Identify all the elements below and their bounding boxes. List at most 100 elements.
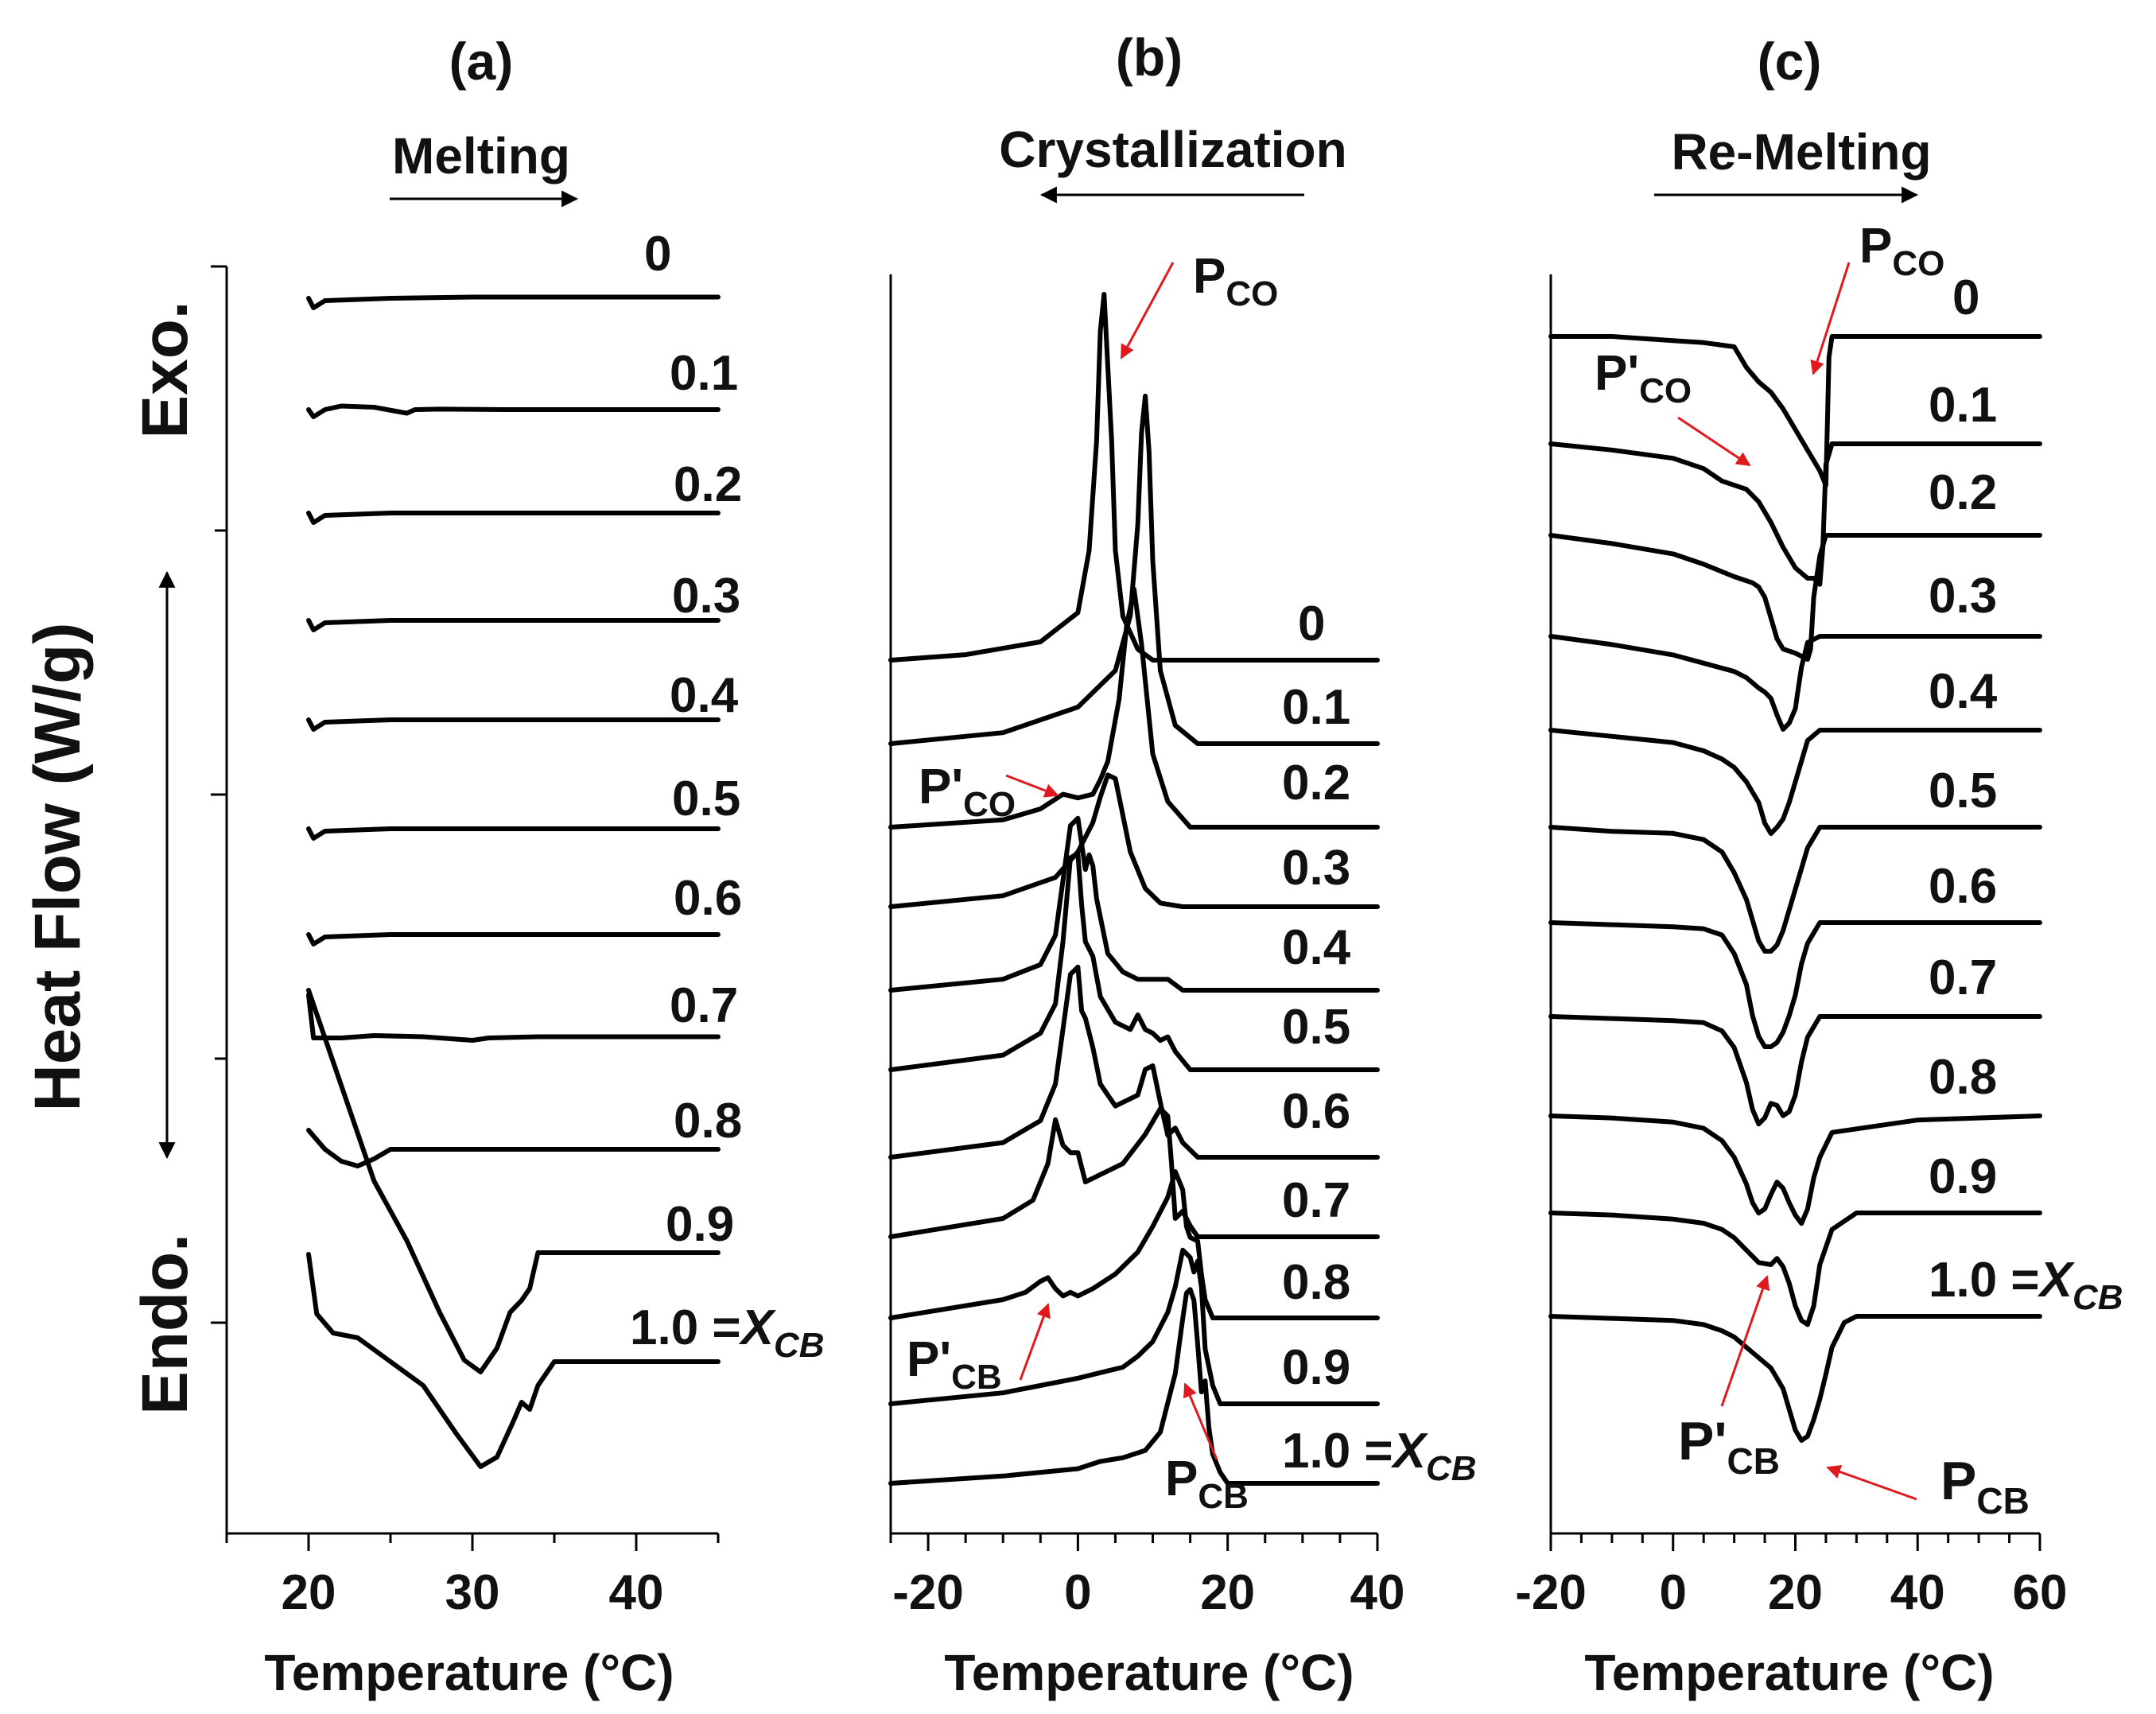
series-label: 0 [1952, 270, 1979, 325]
curve-a-0 [306, 294, 721, 310]
series-label: 0.7 [1929, 950, 1997, 1005]
series-label: 0.6 [1282, 1084, 1350, 1139]
panel-a-x-ticks: 20 30 40 [225, 1533, 720, 1620]
series-label: 0 [644, 227, 671, 282]
annotation-p-prime-co: P'CO [1595, 346, 1692, 410]
series-label: 1.0 =XCB [1282, 1424, 1477, 1488]
curve-c-0 [1548, 334, 2042, 488]
curve-a-0-1 [306, 403, 721, 419]
curve-c-0-8 [1548, 1114, 2042, 1226]
annotation-arrow-p-cb [1183, 1382, 1218, 1460]
x-tick-label: 0 [1064, 1565, 1091, 1620]
panel-b-x-axis-label: Temperature (°C) [944, 1644, 1354, 1701]
annotation-arrow-p-cb [1826, 1464, 1917, 1501]
series-label: 0.9 [1282, 1340, 1350, 1395]
panel-c-curves [1548, 334, 2042, 1443]
panel-b-title: Crystallization [999, 121, 1346, 178]
curve-b-0 [888, 292, 1380, 663]
x-tick-label: -20 [1515, 1565, 1587, 1620]
panel-a-x-axis-label: Temperature (°C) [264, 1644, 674, 1701]
panel-c-series-labels: 0 0.1 0.2 0.3 0.4 0.5 0.6 0.7 0.8 0.9 1.0 =XCB [1929, 270, 2123, 1317]
series-label: 0.3 [672, 569, 740, 624]
series-label: 0.1 [1282, 680, 1350, 735]
curve-c-0-2 [1548, 533, 2042, 662]
curve-b-0-5 [888, 851, 1380, 1072]
panel-a-curves [306, 294, 721, 1469]
curve-b-0-7 [888, 1106, 1380, 1239]
curve-a-0-6 [306, 932, 721, 946]
annotation-p-cb: PCB [1165, 1452, 1249, 1516]
annotation-p-prime-cb: P'CB [907, 1332, 1002, 1397]
curve-c-0-4 [1548, 728, 2042, 836]
x-tick-label: 0 [1660, 1565, 1687, 1620]
curve-c-0-6 [1548, 920, 2042, 1049]
curve-b-0-6 [888, 964, 1380, 1160]
curve-b-0-8 [888, 1169, 1380, 1320]
series-label: 0.3 [1282, 841, 1350, 896]
series-label: 0.5 [1929, 764, 1997, 818]
series-label: 0.7 [670, 978, 738, 1033]
curve-a-0-7 [306, 993, 721, 1043]
series-label: 0.5 [672, 771, 740, 826]
curve-a-0-4 [306, 717, 721, 732]
series-label: 1.0 =XCB [1929, 1253, 2123, 1317]
series-label: 0.8 [674, 1094, 742, 1148]
panel-b: (b) Crystallization -20 0 20 40 00.10.20.30… [888, 28, 1477, 1701]
series-label: 0 [1298, 597, 1325, 651]
curve-b-0-3 [888, 772, 1380, 909]
series-label: 0.3 [1929, 569, 1997, 624]
series-label: 0.9 [666, 1197, 734, 1252]
annotation-arrow-p-prime-co [1677, 416, 1751, 467]
series-label: 0.4 [1929, 664, 1998, 719]
curve-a-0-2 [306, 511, 721, 525]
series-label: 0.8 [1282, 1255, 1350, 1310]
panel-a-label: (a) [449, 32, 514, 91]
curve-b-0-9 [888, 1247, 1380, 1406]
endo-label: Endo. [129, 1234, 201, 1415]
x-tick-label: 20 [282, 1565, 336, 1620]
series-label: 0.2 [1282, 756, 1350, 810]
series-label: 0.4 [670, 668, 739, 723]
annotation-p-prime-co: P'CO [919, 760, 1016, 824]
x-tick-label: 60 [2013, 1565, 2068, 1620]
curve-c-0-9 [1548, 1211, 2042, 1327]
x-tick-label: 20 [1768, 1565, 1823, 1620]
x-tick-label: 30 [445, 1565, 500, 1620]
panel-b-series-labels: 0 0.1 0.2 0.3 0.4 0.5 0.6 0.7 0.8 0.9 1.0 =XCB [1282, 597, 1477, 1488]
panel-b-annotations: PCO P'CO P'CB PCB [907, 249, 1278, 1516]
curve-a-0-3 [306, 618, 721, 632]
series-label: 0.4 [1282, 920, 1351, 975]
series-label: 0.2 [674, 457, 742, 512]
panel-c: (c) Re-Melting -20 0 20 40 60 00.10.20.30.40… [1515, 32, 2123, 1701]
curve-c-0-1 [1548, 441, 2042, 587]
series-label: 1.0 =XCB [630, 1300, 825, 1365]
curve-a-1-0 [306, 1252, 721, 1469]
annotation-arrow-p-co [1810, 262, 1851, 375]
curve-b-0-1 [888, 394, 1380, 746]
panel-b-axes [889, 274, 1377, 1535]
curve-c-1-0 [1548, 1314, 2042, 1443]
series-label: 0.6 [674, 871, 742, 926]
annotation-p-cb: PCB [1940, 1451, 2030, 1522]
panel-c-label: (c) [1758, 32, 1822, 91]
curve-b-0-2 [888, 587, 1380, 830]
annotation-arrow-p-co [1120, 262, 1175, 360]
curve-c-0-3 [1548, 634, 2042, 732]
panel-c-annotations: PCO P'CO P'CB PCB [1595, 219, 2030, 1522]
curve-b-0-4 [888, 815, 1380, 993]
series-label: 0.2 [1929, 465, 1997, 520]
x-tick-label: -20 [892, 1565, 964, 1620]
curve-c-0-5 [1548, 825, 2042, 954]
series-label: 0.8 [1929, 1050, 1997, 1105]
series-label: 0.7 [1282, 1173, 1350, 1228]
series-label: 0.6 [1929, 859, 1997, 914]
series-label: 0.9 [1929, 1149, 1997, 1204]
x-tick-label: 40 [609, 1565, 664, 1620]
annotation-arrow-p-prime-cb [1720, 1275, 1770, 1407]
panel-a-title: Melting [392, 127, 570, 185]
panel-b-x-ticks: -20 0 20 40 [889, 1533, 1404, 1620]
series-label: 0.1 [1929, 378, 1997, 433]
annotation-arrow-p-prime-cb [1019, 1303, 1051, 1381]
annotation-p-prime-cb: P'CB [1678, 1411, 1780, 1482]
